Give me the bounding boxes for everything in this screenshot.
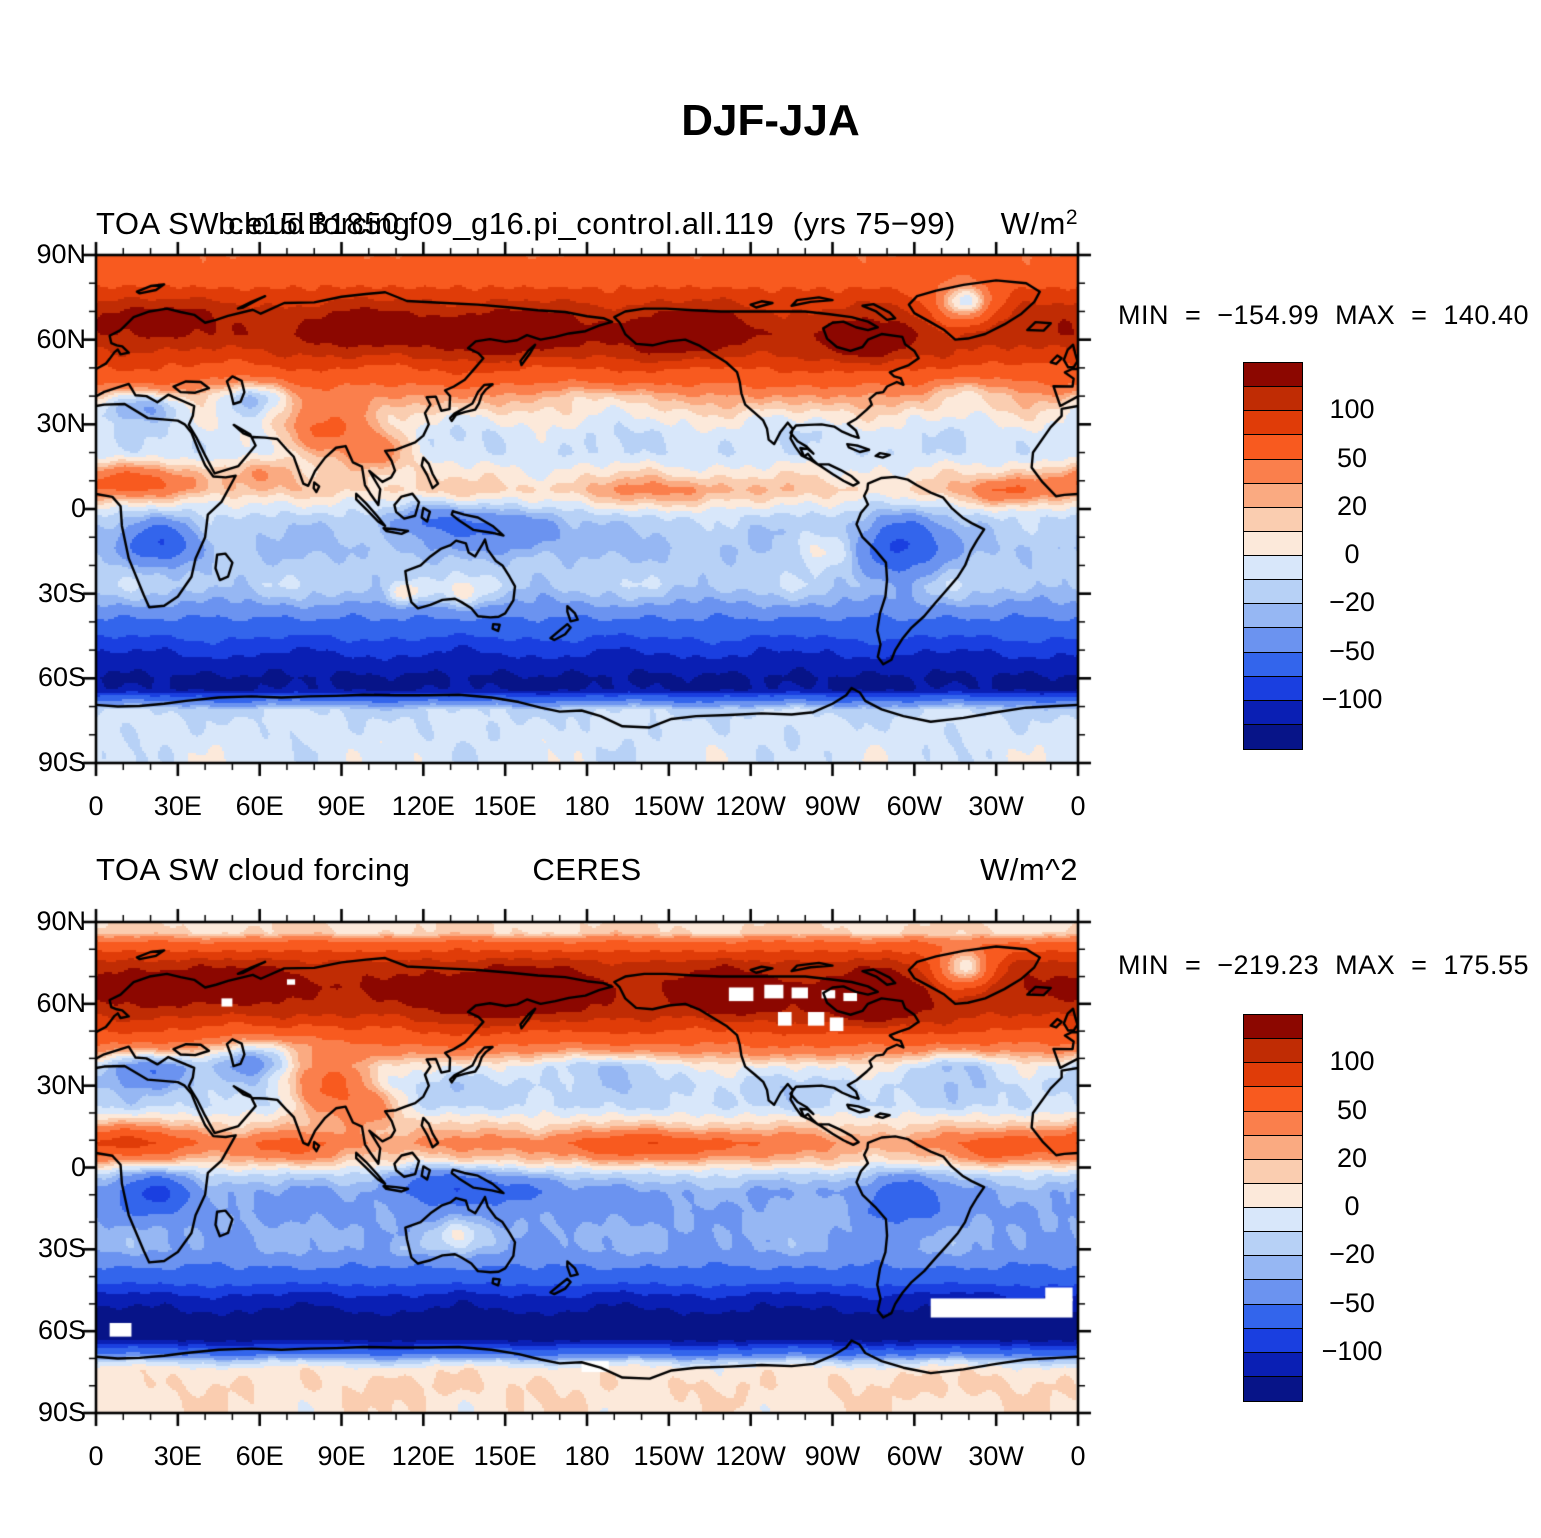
colorbar-cell bbox=[1243, 1231, 1303, 1257]
lon-tick-label: 120E bbox=[391, 791, 455, 821]
colorbar-tick-label: 100 bbox=[1329, 1046, 1375, 1077]
panel2-left-title: TOA SW cloud forcing bbox=[96, 852, 411, 887]
lon-tick-label: 90E bbox=[317, 1441, 366, 1471]
map-model-canvas bbox=[72, 231, 1102, 787]
colorbar-tick-label: −50 bbox=[1329, 1287, 1375, 1318]
lon-tick-label: 150E bbox=[473, 791, 537, 821]
lat-tick-label: 60N bbox=[36, 987, 86, 1018]
colorbar-cell bbox=[1243, 1038, 1303, 1064]
lon-tick-label: 0 bbox=[88, 1441, 104, 1471]
colorbar-cell bbox=[1243, 1327, 1303, 1354]
colorbar-cell bbox=[1243, 1110, 1303, 1137]
lat-tick-label: 90S bbox=[37, 1397, 86, 1427]
colorbar-tick-label: 100 bbox=[1329, 394, 1375, 425]
lat-tick-label: 90N bbox=[36, 239, 86, 269]
lat-tick-label: 0 bbox=[70, 1151, 86, 1182]
colorbar-tick-label: 0 bbox=[1344, 1191, 1360, 1221]
colorbar-cell bbox=[1243, 651, 1303, 678]
colorbar-cell bbox=[1243, 506, 1303, 533]
lon-tick-label: 30W bbox=[968, 1441, 1024, 1471]
panel2-units-base: W/m^2 bbox=[980, 852, 1078, 887]
lon-tick-label: 30W bbox=[968, 791, 1024, 821]
colorbar-cell bbox=[1243, 1207, 1303, 1233]
lon-tick-label: 150W bbox=[633, 791, 705, 821]
panel2-minmax-text: MIN = −219.23 MAX = 175.55 bbox=[1118, 950, 1529, 980]
colorbar-cell bbox=[1243, 482, 1303, 509]
lat-tick-label: 60N bbox=[36, 323, 86, 354]
lat-tick-label: 90N bbox=[36, 906, 86, 936]
colorbar-tick-label: −100 bbox=[1321, 683, 1383, 714]
colorbar-tick-label: −20 bbox=[1329, 1239, 1375, 1270]
lon-tick-label: 120E bbox=[391, 1441, 455, 1471]
colorbar-tick-label: 20 bbox=[1336, 490, 1368, 521]
lon-tick-label: 120W bbox=[715, 791, 786, 821]
colorbar-cell bbox=[1243, 362, 1303, 388]
colorbar-cell bbox=[1243, 675, 1303, 702]
lon-tick-label: 90W bbox=[804, 791, 861, 821]
page-title: DJF-JJA bbox=[681, 96, 860, 145]
colorbar-cell bbox=[1243, 458, 1303, 485]
lat-tick-label: 0 bbox=[70, 493, 86, 523]
lat-tick-label: 30S bbox=[37, 577, 86, 608]
lon-tick-label: 60W bbox=[886, 1441, 943, 1471]
colorbar-tick-label: 0 bbox=[1344, 539, 1360, 569]
lon-tick-label: 180 bbox=[564, 1441, 610, 1471]
lon-tick-label: 30E bbox=[153, 791, 202, 821]
lon-tick-label: 150E bbox=[473, 1441, 537, 1471]
lon-tick-label: 60E bbox=[235, 1441, 284, 1471]
colorbar-cell bbox=[1243, 579, 1303, 605]
lat-tick-label: 60S bbox=[37, 662, 86, 693]
lat-tick-label: 90S bbox=[37, 747, 86, 777]
colorbar-tick-label: −50 bbox=[1329, 635, 1375, 666]
colorbar-tick-label: 50 bbox=[1336, 1094, 1368, 1125]
lat-tick-label: 60S bbox=[37, 1315, 86, 1346]
lon-tick-label: 0 bbox=[1070, 791, 1086, 821]
colorbar-tick-label: 50 bbox=[1336, 442, 1368, 473]
lat-tick-label: 30S bbox=[37, 1233, 86, 1264]
colorbar-cell bbox=[1243, 1062, 1303, 1088]
lon-tick-label: 60E bbox=[235, 791, 284, 821]
lon-tick-label: 90E bbox=[317, 791, 366, 821]
lon-tick-label: 60W bbox=[886, 791, 943, 821]
colorbar-cell bbox=[1243, 723, 1303, 750]
lon-tick-label: 0 bbox=[1070, 1441, 1086, 1471]
lat-tick-label: 30N bbox=[36, 408, 86, 439]
lon-tick-label: 0 bbox=[88, 791, 104, 821]
panel2-center-title: CERES bbox=[532, 852, 642, 887]
map-ceres-canvas bbox=[72, 898, 1102, 1437]
colorbar-cell bbox=[1243, 627, 1303, 654]
panel2-units-label: W/m^2 bbox=[96, 852, 1078, 888]
colorbar-cell bbox=[1243, 1014, 1303, 1040]
colorbar-cell bbox=[1243, 1375, 1303, 1402]
colorbar-tick-label: −20 bbox=[1329, 587, 1375, 618]
lon-tick-label: 30E bbox=[153, 1441, 202, 1471]
colorbar-tick-label: 20 bbox=[1336, 1142, 1368, 1173]
lon-tick-label: 180 bbox=[564, 791, 610, 821]
panel1-minmax-text: MIN = −154.99 MAX = 140.40 bbox=[1118, 300, 1529, 330]
colorbar-tick-label: −100 bbox=[1321, 1335, 1383, 1366]
lon-tick-label: 150W bbox=[633, 1441, 705, 1471]
colorbar-cell bbox=[1243, 410, 1303, 436]
colorbar-cell bbox=[1243, 1182, 1303, 1209]
lon-tick-label: 120W bbox=[715, 1441, 786, 1471]
colorbar-cell bbox=[1243, 1279, 1303, 1306]
panel1-units-exponent: 2 bbox=[1065, 206, 1078, 229]
lon-tick-label: 90W bbox=[804, 1441, 861, 1471]
lat-tick-label: 30N bbox=[36, 1069, 86, 1100]
